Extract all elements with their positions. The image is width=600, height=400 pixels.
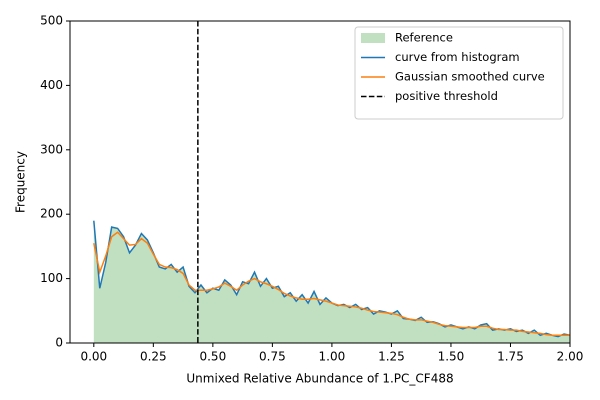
legend: Reference curve from histogram Gaussian sm… bbox=[354, 26, 564, 120]
y-tick-label: 300 bbox=[40, 142, 63, 156]
x-tick-label: 2.00 bbox=[557, 350, 584, 364]
x-tick-label: 0.75 bbox=[259, 350, 286, 364]
legend-box bbox=[354, 26, 564, 120]
legend-label: positive threshold bbox=[395, 89, 498, 103]
y-tick-label: 0 bbox=[55, 336, 63, 350]
legend-label: curve from histogram bbox=[395, 50, 520, 64]
y-tick-label: 400 bbox=[40, 78, 63, 92]
legend-swatch bbox=[361, 33, 385, 43]
x-tick-label: 1.50 bbox=[438, 350, 465, 364]
x-tick-label: 0.25 bbox=[140, 350, 167, 364]
legend-label: Reference bbox=[395, 31, 453, 45]
y-tick-label: 200 bbox=[40, 207, 63, 221]
x-axis-label: Unmixed Relative Abundance of 1.PC_CF488 bbox=[186, 372, 453, 386]
x-tick-label: 1.00 bbox=[319, 350, 346, 364]
area bbox=[93, 220, 571, 343]
x-tick-label: 1.75 bbox=[497, 350, 524, 364]
line bbox=[93, 231, 570, 337]
x-tick-label: 0.50 bbox=[199, 350, 226, 364]
x-tick-label: 0.00 bbox=[80, 350, 107, 364]
plot-frame bbox=[69, 20, 571, 344]
x-tick-label: 1.25 bbox=[378, 350, 405, 364]
y-axis-label: Frequency bbox=[14, 151, 28, 213]
y-tick-label: 100 bbox=[40, 271, 63, 285]
legend-label: Gaussian smoothed curve bbox=[395, 70, 545, 84]
y-tick-label: 500 bbox=[40, 14, 63, 28]
